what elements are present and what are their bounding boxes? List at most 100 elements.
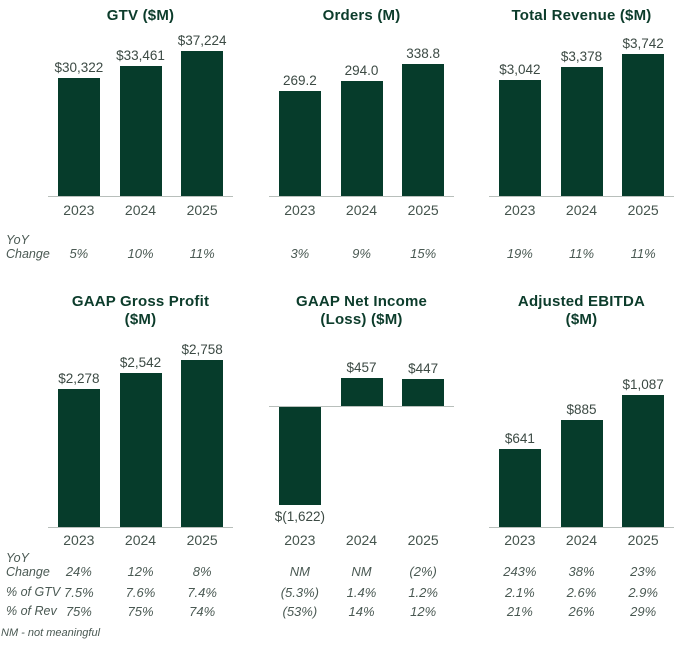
chart-title: GAAP Gross Profit ($M) (71, 293, 210, 328)
zero-axis-line (489, 527, 674, 528)
stat-pct-rev: (53%) (282, 604, 318, 619)
stat-yoy: 5% (69, 246, 89, 261)
footnote-nm-not-meaningful: NM - not meaningful (1, 627, 101, 639)
chart-plot: $(1,622) $457 $447 (269, 345, 454, 528)
year-label: 2024 (124, 532, 157, 548)
year-label: 2024 (345, 202, 378, 218)
bar-2023 (278, 91, 321, 196)
year-label: 2023 (63, 202, 95, 218)
year-label: 2025 (627, 532, 659, 548)
chart-gtv: GTV ($M) $30,322 $33,461 $37,224 2023 2024 2… (48, 0, 233, 651)
chart-adjusted-ebitda: Adjusted EBITDA ($M) $641 $885 $1,087 2023… (489, 0, 674, 651)
bar-value-label: $3,378 (560, 49, 603, 64)
bar-value-label: $33,461 (116, 48, 165, 63)
stat-yoy: 15% (410, 246, 437, 261)
stat-pct-gtv: 2.9% (628, 585, 658, 600)
bar-value-label: 269.2 (282, 73, 317, 88)
year-label: 2025 (627, 202, 659, 218)
stat-pct-rev: 21% (506, 604, 533, 619)
chart-title: GTV ($M) (106, 7, 175, 24)
chart-title: Total Revenue ($M) (511, 7, 652, 24)
stat-yoy: 38% (568, 564, 595, 579)
stat-pct-rev: 75% (127, 604, 154, 619)
stat-yoy: 9% (352, 246, 371, 261)
bar-value-label: $37,224 (177, 33, 227, 48)
bar-value-label: $447 (408, 361, 439, 376)
zero-axis-line (269, 196, 454, 197)
year-label: 2025 (407, 202, 439, 218)
chart-plot: $641 $885 $1,087 (489, 345, 674, 528)
year-label: 2025 (186, 532, 218, 548)
row-label-yoy-change-top: YoY Change (6, 233, 50, 261)
stat-yoy: 11% (568, 246, 595, 261)
chart-gaap-gross-profit: GAAP Gross Profit ($M) $2,278 $2,542 $2,75… (48, 0, 233, 651)
stat-yoy: 243% (503, 564, 537, 579)
chart-total-revenue: Total Revenue ($M) $3,042 $3,378 $3,742 20… (489, 0, 674, 651)
year-label: 2023 (504, 202, 536, 218)
year-label: 2024 (124, 202, 157, 218)
year-label: 2023 (284, 532, 316, 548)
bar-value-label: $457 (346, 360, 377, 375)
stat-pct-rev: 29% (630, 604, 657, 619)
stat-yoy: NM (289, 564, 310, 579)
stat-yoy: 23% (630, 564, 657, 579)
stat-pct-rev: 74% (189, 604, 216, 619)
bar-2024 (119, 373, 162, 527)
bar-2024 (119, 66, 162, 196)
bar-value-label: $641 (504, 431, 535, 446)
bar-2023 (278, 407, 321, 505)
stat-yoy: 24% (65, 564, 92, 579)
bar-value-label: $2,542 (119, 355, 162, 370)
row-label-pct-of-gtv: % of GTV (6, 585, 61, 599)
zero-axis-line (48, 527, 233, 528)
bar-2024 (560, 420, 603, 527)
zero-axis-line (489, 196, 674, 197)
bar-value-label: $885 (566, 402, 597, 417)
stat-pct-gtv: 1.2% (408, 585, 438, 600)
chart-plot: 269.2 294.0 338.8 (269, 40, 454, 197)
chart-plot: $30,322 $33,461 $37,224 (48, 33, 233, 197)
year-label: 2025 (186, 202, 218, 218)
bar-2023 (498, 449, 541, 527)
year-label: 2023 (284, 202, 316, 218)
year-label: 2024 (565, 532, 598, 548)
bar-value-label: $30,322 (54, 60, 104, 75)
stat-pct-rev: 75% (65, 604, 92, 619)
bar-value-label: $2,278 (58, 371, 100, 386)
bar-2024 (340, 378, 383, 406)
row-label-pct-of-rev: % of Rev (6, 604, 57, 618)
stat-yoy: 19% (506, 246, 533, 261)
stat-pct-rev: 26% (568, 604, 595, 619)
bar-value-label: $2,758 (181, 342, 223, 357)
row-label-yoy-change-bottom: YoY Change (6, 551, 50, 579)
stat-yoy: 12% (127, 564, 154, 579)
zero-axis-line (269, 406, 454, 407)
stat-yoy: 10% (127, 246, 154, 261)
bar-value-label: 338.8 (406, 46, 441, 61)
bar-2023 (57, 389, 100, 527)
stat-pct-rev: 14% (348, 604, 375, 619)
stat-pct-gtv: 2.1% (505, 585, 535, 600)
stat-pct-gtv: (5.3%) (280, 585, 319, 600)
bar-value-label: $1,087 (622, 377, 664, 392)
stat-pct-gtv: 7.4% (187, 585, 217, 600)
stat-pct-rev: 12% (410, 604, 437, 619)
bar-value-label: $3,742 (622, 36, 664, 51)
chart-plot: $3,042 $3,378 $3,742 (489, 36, 674, 197)
year-label: 2025 (407, 532, 439, 548)
bar-value-label: 294.0 (344, 63, 379, 78)
stat-yoy: (2%) (409, 564, 437, 579)
year-label: 2024 (565, 202, 598, 218)
year-label: 2023 (504, 532, 536, 548)
stat-yoy: 11% (189, 246, 215, 261)
bar-value-label: $3,042 (499, 62, 541, 77)
bar-2025 (181, 51, 224, 196)
stat-yoy: NM (351, 564, 372, 579)
bar-2023 (498, 80, 541, 196)
stat-yoy: 8% (192, 564, 212, 579)
year-label: 2024 (345, 532, 378, 548)
bar-2023 (57, 78, 100, 196)
chart-gaap-net-income: GAAP Net Income (Loss) ($M) $(1,622) $457… (269, 0, 454, 651)
chart-orders: Orders (M) 269.2 294.0 338.8 2023 2024 2025 3… (269, 0, 454, 651)
